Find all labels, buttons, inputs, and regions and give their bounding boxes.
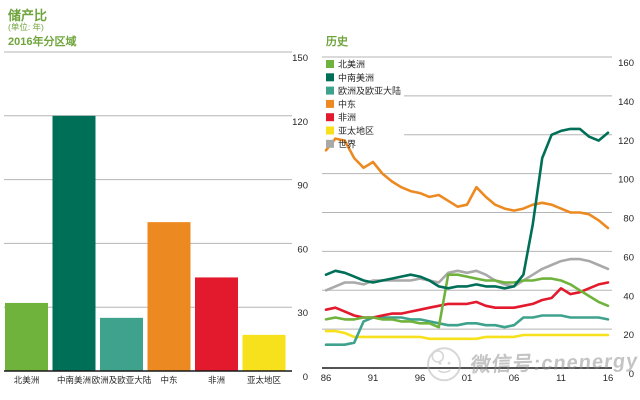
legend-label: 中东 <box>338 98 356 109</box>
series-line-非洲 <box>324 281 610 319</box>
legend-swatch-中东 <box>326 99 334 108</box>
y-tick-label: 160 <box>618 58 634 69</box>
series-line-北美洲 <box>324 273 610 329</box>
series-line-中东 <box>324 137 610 230</box>
x-tick-label: 01 <box>462 373 473 384</box>
legend-label: 亚太地区 <box>338 125 374 136</box>
x-tick-label: 11 <box>556 373 566 384</box>
legend-label: 非洲 <box>338 112 356 123</box>
bar-chart-2016: 0 30 60 90 120 150 北美洲 中南美洲 欧洲及欧亚大陆 中东 非洲 亚太地区 <box>4 51 308 385</box>
left-section-title: 2016年分区域 <box>8 36 77 48</box>
x-category-label: 欧洲及欧亚大陆 <box>92 375 152 385</box>
y-tick-label: 60 <box>623 252 634 263</box>
x-tick-label: 86 <box>321 373 332 384</box>
series-line-世界 <box>324 257 610 292</box>
x-tick-label: 16 <box>603 373 614 384</box>
legend-label: 中南美洲 <box>338 72 374 83</box>
y-tick-label: 80 <box>623 214 634 225</box>
series-line-亚太地区 <box>324 329 610 341</box>
y-tick-label: 60 <box>297 244 308 255</box>
legend-label: 欧洲及欧亚大陆 <box>338 85 401 96</box>
line-chart-history: 0 20 40 60 80 100 120 140 160 86 91 96 01 06 11 16 <box>321 56 634 384</box>
x-category-label: 亚太地区 <box>247 375 282 385</box>
y-tick-label: 0 <box>303 372 308 383</box>
x-category-label: 中东 <box>160 375 177 385</box>
y-tick-label: 100 <box>618 175 634 186</box>
bar-中东 <box>147 222 191 371</box>
legend-swatch-中南美洲 <box>326 73 334 82</box>
series-line-中南美洲 <box>324 127 610 290</box>
legend-swatch-非洲 <box>326 113 334 122</box>
bar-中南美洲 <box>52 115 96 371</box>
x-tick-label: 96 <box>415 373 426 384</box>
x-tick-label: 91 <box>368 373 379 384</box>
y-tick-label: 40 <box>623 291 634 302</box>
x-tick-label: 06 <box>509 373 520 384</box>
bar-亚太地区 <box>242 334 286 371</box>
y-tick-label: 120 <box>292 117 308 128</box>
series-line-欧洲及欧亚大陆 <box>324 314 610 347</box>
legend-label: 北美洲 <box>338 59 365 70</box>
page-subtitle: (单位: 年) <box>8 22 44 32</box>
y-tick-label: 150 <box>292 53 308 64</box>
x-category-label: 非洲 <box>208 375 225 385</box>
legend-swatch-亚太地区 <box>326 126 334 135</box>
right-section-title: 历史 <box>326 36 348 48</box>
x-category-label: 中南美洲 <box>57 375 91 385</box>
legend-swatch-欧洲及欧亚大陆 <box>326 86 334 95</box>
legend-swatch-北美洲 <box>326 60 334 68</box>
y-tick-label: 20 <box>623 330 634 341</box>
bar-非洲 <box>195 277 238 371</box>
page-title: 储产比 <box>8 8 48 23</box>
y-tick-label: 90 <box>297 181 308 192</box>
y-tick-label: 140 <box>618 97 634 108</box>
y-tick-label: 30 <box>297 308 308 319</box>
y-tick-label: 120 <box>618 136 634 147</box>
bar-欧洲及欧亚大陆 <box>100 317 143 371</box>
x-category-label: 北美洲 <box>14 375 40 385</box>
y-tick-label: 0 <box>629 369 634 380</box>
legend-swatch-世界 <box>326 139 334 148</box>
bar-北美洲 <box>5 302 48 371</box>
legend-label: 世界 <box>338 138 356 149</box>
